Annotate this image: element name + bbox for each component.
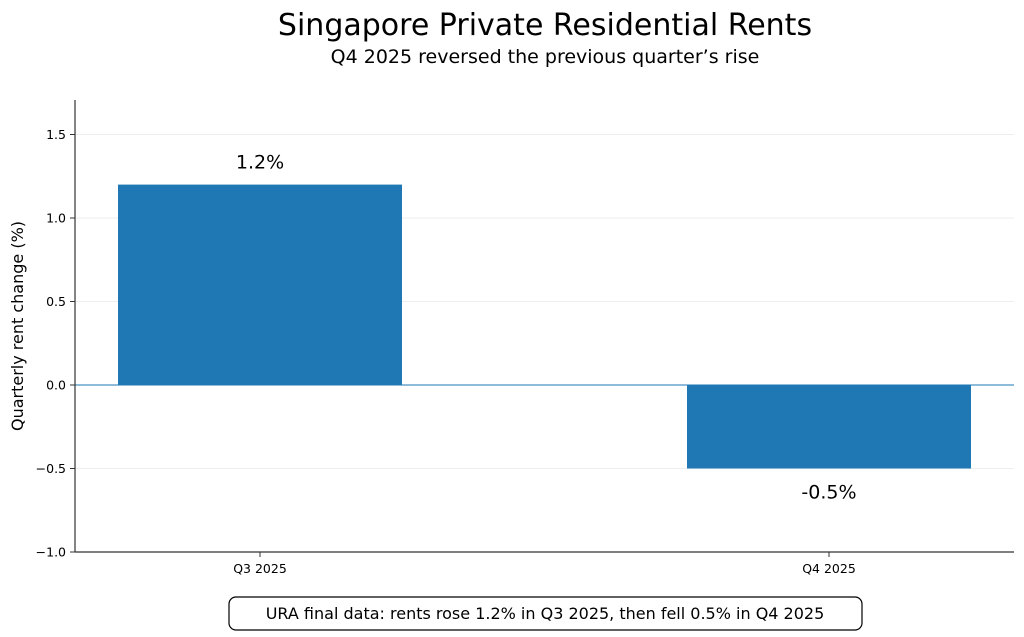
annotation-box: [228, 596, 863, 631]
chart-subtitle: Q4 2025 reversed the previous quarter’s …: [331, 46, 760, 68]
y-tick-label: 0.5: [46, 294, 66, 309]
y-tick-label: 0.0: [46, 378, 66, 393]
chart-title: Singapore Private Residential Rents: [278, 8, 812, 43]
bars: 1.2% -0.5%: [118, 152, 971, 504]
x-ticks: Q3 2025 Q4 2025: [233, 552, 856, 576]
bar-q4-2025: [687, 385, 971, 469]
y-axis-label: Quarterly rent change (%): [8, 221, 27, 431]
bar-q3-2025: [118, 184, 402, 385]
y-ticks: −1.0 −0.5 0.0 0.5 1.0 1.5: [36, 127, 75, 560]
y-tick-label: −0.5: [36, 461, 66, 476]
data-label: -0.5%: [801, 482, 856, 504]
y-tick-label: 1.5: [46, 127, 66, 142]
y-tick-label: −1.0: [36, 545, 66, 560]
data-label: 1.2%: [236, 152, 284, 174]
x-tick-label: Q3 2025: [233, 561, 287, 576]
annotation-text: URA final data: rents rose 1.2% in Q3 20…: [266, 604, 825, 623]
x-tick-label: Q4 2025: [802, 561, 856, 576]
y-tick-label: 1.0: [46, 211, 66, 226]
